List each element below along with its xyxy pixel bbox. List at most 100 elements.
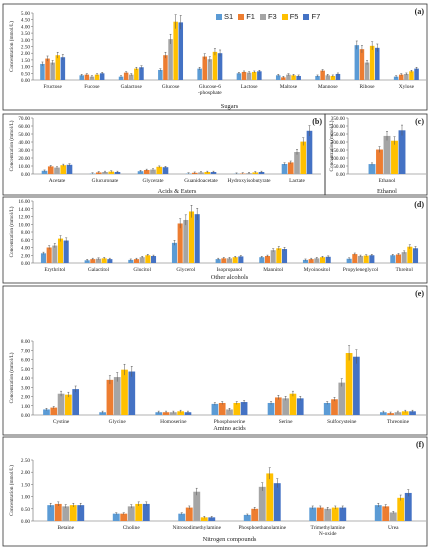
bar-e-f5-phosphoserine [233,402,241,415]
bar-e-f7-serine [296,398,304,415]
x-tick-label-d: Propyleneglycol [343,267,379,273]
bar-b-f5-glucuronate [108,171,115,174]
bar-f-s1-urea [374,505,382,521]
y-tick-label: 12.00 [18,215,30,221]
legend-label-f1: F1 [246,12,255,21]
bar-d-f3-isopropanol [226,258,233,263]
bar-d-f1-threitol [395,254,402,263]
y-tick-label: 1.00 [21,495,30,501]
bar-d-f3-threitol [401,252,407,263]
panel-e: 0.00 1.00 2.00 3.00 4.00 5.00 6.00 7.00 8.00 Conc… [2,285,428,436]
legend: S1 F1 F3 F5 F7 [216,12,320,21]
bar-a-f7-ribose [375,47,380,80]
x-tick-label-d: Erythritol [44,267,65,273]
x-tick-label-a: Xylose [399,84,415,90]
bar-f-f7-urea [404,492,412,521]
bar-e-f1-sulfocysteine [331,399,338,415]
bar-a-f7-fructose [60,57,66,80]
y-tick-label: 1.50 [21,58,30,64]
bar-a-f1-xylose [398,74,404,80]
bar-a-f7-galactose [139,67,144,80]
x-axis-label-a: Sugars [221,103,239,110]
y-tick-label: 10.00 [18,164,30,170]
bar-e-f3-cystine [57,393,65,415]
bar-a-s1-mannose [315,75,320,80]
bar-a-f3-glucose [168,39,173,80]
x-axis-label-c: Ethanol [377,188,397,195]
bar-e-f5-glycine [121,369,128,415]
legend-item-f3: F3 [259,12,277,21]
y-tick-label: 0.00 [21,78,30,84]
bar-b-f3-lactate [294,152,300,174]
bar-e-s1-cystine [43,409,50,415]
y-tick-label: 70.00 [18,116,30,122]
panel-c: 0.00 50.00 100.00 150.00 200.00 250.00 300.00 3… [324,113,428,196]
panel-letter-a: (a) [415,7,425,16]
x-axis-label-b: Acids & Esters [158,188,197,195]
bar-b-f3-glucuronate [102,172,108,174]
y-tick-label: 6.00 [21,358,30,364]
bar-d-f5-propyleneglycol [363,255,369,263]
y-tick-label: 50.00 [333,164,345,170]
x-tick-label-a: Glucose-6 [199,84,221,90]
bar-d-f3-myoinositol [314,258,320,263]
panel-frame-a [2,3,428,111]
y-tick-label: 5.00 [21,367,30,373]
y-tick-label: 4.00 [21,376,30,382]
bar-a-f3-maltose [286,74,291,80]
bar-f-s1-phosphoethanolamine [243,514,251,521]
y-axis-label: Concentration (mmol/L) [8,352,15,403]
bar-f-f7-nitrosodimethylamine [208,517,216,521]
bar-a-f3-fucose [89,76,95,80]
bar-e-f3-homoserine [170,412,177,415]
bar-d-s1-isopropanol [215,259,221,263]
panel-f: 0.00 0.50 1.00 1.50 2.00 2.50 Concentration (m… [2,436,428,547]
bar-d-s1-glycerol [171,242,178,263]
y-tick-label: 250.00 [331,132,346,138]
x-tick-label-f: Nitrosodimethylamine [172,525,221,531]
y-tick-label: 10.00 [18,222,30,228]
bar-f-f5-choline [135,503,143,521]
x-tick-label-f: Choline [123,525,141,531]
y-tick-label: 20.00 [18,156,30,162]
bar-d-f3-mannitol [270,250,276,263]
bar-e-f3-glycine [113,377,121,415]
y-tick-label: 350.00 [331,116,346,122]
x-tick-label-f: N-oxide [319,531,337,537]
y-tick-label: 4.00 [21,24,30,30]
bar-f-f3-betaine [62,506,70,521]
x-tick-label-d: Threitol [395,267,413,273]
y-tick-label: 150.00 [331,148,346,154]
panel-frame-c [324,113,428,196]
legend-label-f7: F7 [311,12,321,21]
bar-b-s1-acetate [41,170,48,174]
bar-d-f7-myoinositol [325,256,331,263]
y-tick-label: 6.00 [21,238,30,244]
x-tick-label-e: Cystine [53,419,70,425]
bar-e-f7-sulfocysteine [353,356,360,415]
bar-a-f5-ribose [369,45,375,80]
bar-a-s1-ribose [354,45,360,80]
bar-d-f7-glucitol [150,256,157,263]
bar-f-f3-trimethylamine-n-oxide [324,508,332,521]
bar-e-s1-glycine [99,412,106,415]
legend-item-f7: F7 [303,12,320,21]
bar-f-f1-trimethylamine-n-oxide [316,507,324,521]
bar-a-f5-lactose [252,71,257,80]
x-tick-label-d: Mannitol [263,267,283,273]
bar-e-f5-cystine [65,394,72,415]
bar-a-f7-lactose [257,71,262,80]
bar-e-f5-serine [289,393,297,415]
bar-d-f7-isopropanol [238,256,244,263]
bar-d-s1-mannitol [259,257,265,263]
y-axis-label: Concentration (mmol/L) [8,465,15,516]
y-tick-label: 300.00 [331,124,346,130]
y-tick-label: 1.00 [21,65,30,71]
x-tick-label-a: Maltose [280,84,298,90]
bar-a-f7-xylose [414,68,419,80]
x-tick-label-d: Glucitol [133,267,151,273]
legend-swatch-s1 [216,13,222,20]
bar-d-f1-isopropanol [221,258,227,263]
x-tick-label-a: -phosphate [198,90,222,96]
